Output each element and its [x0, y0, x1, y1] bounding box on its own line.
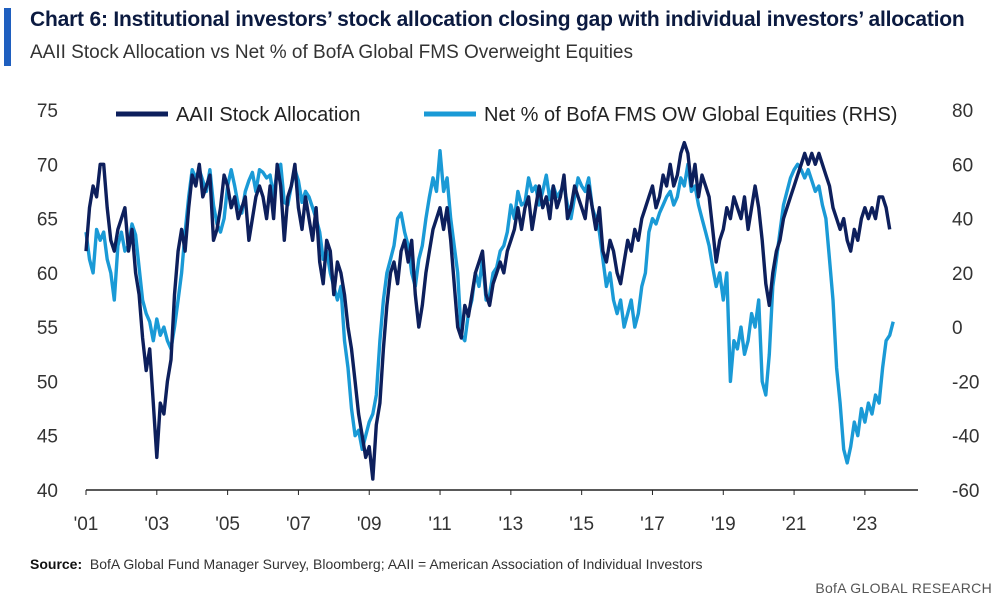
y-left-tick-label: 50 [37, 372, 58, 393]
brand-label: BofA GLOBAL RESEARCH [815, 580, 992, 596]
legend: AAII Stock Allocation Net % of BofA FMS O… [116, 104, 897, 126]
y-right-tick-label: 0 [952, 318, 963, 339]
y-right-tick-label: -60 [952, 481, 979, 502]
source-text: BofA Global Fund Manager Survey, Bloombe… [89, 556, 703, 572]
x-tick-label: '19 [711, 514, 736, 535]
y-right-tick-label: -40 [952, 427, 979, 448]
x-tick-label: '17 [640, 514, 665, 535]
x-tick-label: '23 [853, 514, 878, 535]
y-left-tick-label: 55 [37, 318, 58, 339]
y-left-tick-label: 45 [37, 427, 58, 448]
x-tick-label: '07 [286, 514, 311, 535]
y-right-tick-label: 60 [952, 155, 973, 176]
chart-subtitle: AAII Stock Allocation vs Net % of BofA G… [30, 42, 633, 63]
legend-fms-label: Net % of BofA FMS OW Global Equities (RH… [484, 104, 897, 126]
y-right-tick-label: 40 [952, 210, 973, 231]
chart-title: Chart 6: Institutional investors’ stock … [30, 8, 965, 31]
y-left-tick-label: 65 [37, 210, 58, 231]
x-tick-label: '21 [782, 514, 807, 535]
y-right-tick-label: 20 [952, 264, 973, 285]
y-left-tick-label: 70 [37, 155, 58, 176]
series-lines [84, 140, 895, 481]
x-tick-label: '05 [215, 514, 240, 535]
series-line-fms [84, 149, 895, 465]
x-tick-label: '13 [498, 514, 523, 535]
x-tick-label: '01 [74, 514, 99, 535]
source-note: Source: BofA Global Fund Manager Survey,… [30, 556, 702, 572]
x-tick-label: '03 [144, 514, 169, 535]
y-left-tick-label: 75 [37, 101, 58, 122]
source-label: Source: [30, 556, 83, 572]
y-right-tick-label: -20 [952, 372, 979, 393]
y-left-tick-label: 40 [37, 481, 58, 502]
x-tick-label: '15 [569, 514, 594, 535]
accent-bar [4, 8, 11, 66]
y-right-tick-label: 80 [952, 101, 973, 122]
y-left-tick-label: 60 [37, 264, 58, 285]
series-line-aaii [84, 140, 892, 481]
axes: 40 45 50 55 60 65 70 75 -60 -40 -20 0 20 40 60 80 '01 '03… [37, 101, 980, 535]
legend-aaii-label: AAII Stock Allocation [176, 104, 361, 126]
x-tick-label: '09 [357, 514, 382, 535]
x-tick-label: '11 [428, 514, 451, 535]
